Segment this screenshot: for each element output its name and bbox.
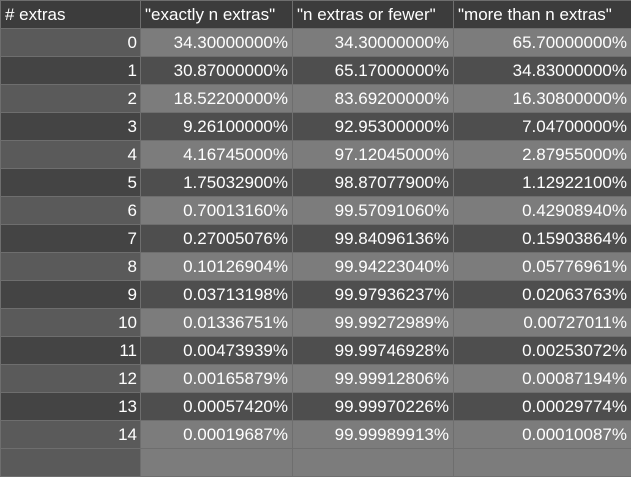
cell-extras[interactable]: 11 — [1, 337, 141, 365]
cell-exactly[interactable]: 0.10126904% — [141, 253, 293, 281]
cell-extras[interactable]: 6 — [1, 197, 141, 225]
cell-more-than[interactable]: 16.30800000% — [454, 85, 631, 113]
cell-extras[interactable]: 7 — [1, 225, 141, 253]
cell-extras[interactable]: 1 — [1, 57, 141, 85]
header-cell-more-than[interactable]: "more than n extras" — [454, 1, 631, 29]
cell-partial — [454, 449, 631, 477]
cell-extras[interactable]: 13 — [1, 393, 141, 421]
cell-exactly[interactable]: 30.87000000% — [141, 57, 293, 85]
cell-or-fewer[interactable]: 99.99989913% — [293, 421, 454, 449]
cell-or-fewer[interactable]: 83.69200000% — [293, 85, 454, 113]
cell-more-than[interactable]: 0.00727011% — [454, 309, 631, 337]
cell-more-than[interactable]: 1.12922100% — [454, 169, 631, 197]
cell-extras[interactable]: 2 — [1, 85, 141, 113]
cell-exactly[interactable]: 4.16745000% — [141, 141, 293, 169]
cell-or-fewer[interactable]: 34.30000000% — [293, 29, 454, 57]
cell-partial — [141, 449, 293, 477]
cell-exactly[interactable]: 0.00165879% — [141, 365, 293, 393]
header-cell-or-fewer[interactable]: "n extras or fewer" — [293, 1, 454, 29]
cell-exactly[interactable]: 0.00019687% — [141, 421, 293, 449]
cell-extras[interactable]: 8 — [1, 253, 141, 281]
cell-or-fewer[interactable]: 65.17000000% — [293, 57, 454, 85]
cell-extras[interactable]: 3 — [1, 113, 141, 141]
cell-more-than[interactable]: 2.87955000% — [454, 141, 631, 169]
cell-more-than[interactable]: 0.00253072% — [454, 337, 631, 365]
cell-more-than[interactable]: 0.42908940% — [454, 197, 631, 225]
cell-or-fewer[interactable]: 99.84096136% — [293, 225, 454, 253]
cell-extras[interactable]: 0 — [1, 29, 141, 57]
cell-extras[interactable]: 10 — [1, 309, 141, 337]
cell-exactly[interactable]: 0.01336751% — [141, 309, 293, 337]
header-cell-extras[interactable]: # extras — [1, 1, 141, 29]
cell-or-fewer[interactable]: 97.12045000% — [293, 141, 454, 169]
cell-more-than[interactable]: 0.00029774% — [454, 393, 631, 421]
cell-or-fewer[interactable]: 99.99912806% — [293, 365, 454, 393]
cell-or-fewer[interactable]: 99.57091060% — [293, 197, 454, 225]
cell-or-fewer[interactable]: 98.87077900% — [293, 169, 454, 197]
cell-exactly[interactable]: 9.26100000% — [141, 113, 293, 141]
cell-more-than[interactable]: 34.83000000% — [454, 57, 631, 85]
cell-exactly[interactable]: 0.70013160% — [141, 197, 293, 225]
cell-more-than[interactable]: 0.15903864% — [454, 225, 631, 253]
cell-more-than[interactable]: 0.02063763% — [454, 281, 631, 309]
cell-exactly[interactable]: 0.03713198% — [141, 281, 293, 309]
cell-more-than[interactable]: 0.05776961% — [454, 253, 631, 281]
cell-exactly[interactable]: 34.30000000% — [141, 29, 293, 57]
cell-extras[interactable]: 9 — [1, 281, 141, 309]
cell-partial — [293, 449, 454, 477]
header-row: # extras "exactly n extras" "n extras or… — [1, 1, 631, 29]
cell-exactly[interactable]: 0.00473939% — [141, 337, 293, 365]
cell-more-than[interactable]: 0.00087194% — [454, 365, 631, 393]
cell-extras[interactable]: 14 — [1, 421, 141, 449]
cell-extras[interactable]: 12 — [1, 365, 141, 393]
cell-or-fewer[interactable]: 99.99272989% — [293, 309, 454, 337]
cell-or-fewer[interactable]: 99.97936237% — [293, 281, 454, 309]
cell-more-than[interactable]: 0.00010087% — [454, 421, 631, 449]
cell-extras[interactable]: 4 — [1, 141, 141, 169]
cell-more-than[interactable]: 7.04700000% — [454, 113, 631, 141]
table-row-partial — [1, 449, 631, 477]
cell-more-than[interactable]: 65.70000000% — [454, 29, 631, 57]
header-cell-exactly[interactable]: "exactly n extras" — [141, 1, 293, 29]
cell-exactly[interactable]: 1.75032900% — [141, 169, 293, 197]
cell-extras[interactable]: 5 — [1, 169, 141, 197]
cell-or-fewer[interactable]: 92.95300000% — [293, 113, 454, 141]
cell-exactly[interactable]: 0.00057420% — [141, 393, 293, 421]
cell-exactly[interactable]: 18.52200000% — [141, 85, 293, 113]
cell-or-fewer[interactable]: 99.94223040% — [293, 253, 454, 281]
cell-partial — [1, 449, 141, 477]
cell-or-fewer[interactable]: 99.99970226% — [293, 393, 454, 421]
cell-or-fewer[interactable]: 99.99746928% — [293, 337, 454, 365]
cell-exactly[interactable]: 0.27005076% — [141, 225, 293, 253]
